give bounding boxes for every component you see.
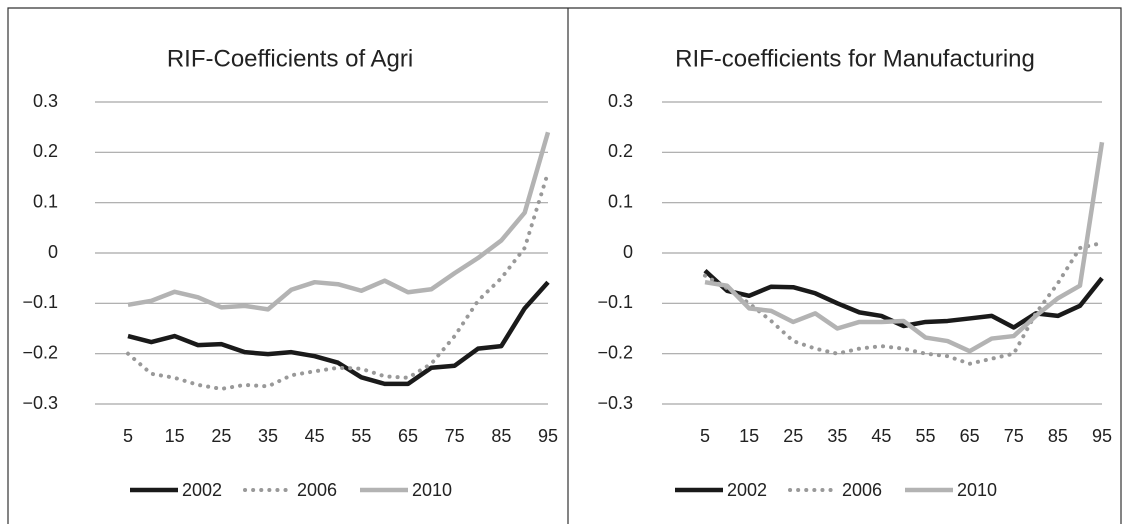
x-tick-label: 55 xyxy=(351,426,371,446)
x-tick-label: 35 xyxy=(258,426,278,446)
chart-title: RIF-Coefficients of Agri xyxy=(167,45,413,72)
legend-label: 2006 xyxy=(842,480,882,500)
legend-label: 2010 xyxy=(412,480,452,500)
x-tick-label: 85 xyxy=(1048,426,1068,446)
x-tick-label: 45 xyxy=(305,426,325,446)
y-tick-label: 0.2 xyxy=(608,141,633,161)
y-tick-label: 0.2 xyxy=(33,141,58,161)
series-line xyxy=(127,280,550,387)
x-tick-label: 15 xyxy=(165,426,185,446)
legend-label: 2010 xyxy=(957,480,997,500)
y-tick-label: 0.3 xyxy=(33,91,58,111)
x-tick-label: 65 xyxy=(960,426,980,446)
x-tick-label: 25 xyxy=(211,426,231,446)
y-tick-label: −0.3 xyxy=(22,393,58,413)
series-line xyxy=(127,131,551,312)
y-tick-label: 0 xyxy=(48,242,58,262)
x-tick-label: 45 xyxy=(871,426,891,446)
y-tick-label: −0.2 xyxy=(22,342,58,362)
x-tick-label: 95 xyxy=(538,426,558,446)
x-tick-label: 15 xyxy=(739,426,759,446)
x-tick-label: 65 xyxy=(398,426,418,446)
y-tick-label: 0 xyxy=(623,242,633,262)
y-tick-label: 0.1 xyxy=(608,191,633,211)
x-tick-label: 25 xyxy=(783,426,803,446)
legend-label: 2002 xyxy=(727,480,767,500)
chart-title: RIF-coefficients for Manufacturing xyxy=(675,45,1035,72)
y-tick-label: 0.1 xyxy=(33,191,58,211)
y-tick-label: 0.3 xyxy=(608,91,633,111)
x-tick-label: 5 xyxy=(123,426,133,446)
y-tick-label: −0.1 xyxy=(22,292,58,312)
series-line xyxy=(704,141,1105,354)
y-tick-label: −0.3 xyxy=(597,393,633,413)
x-tick-label: 35 xyxy=(827,426,847,446)
y-tick-label: −0.2 xyxy=(597,342,633,362)
x-tick-label: 75 xyxy=(1004,426,1024,446)
legend-label: 2002 xyxy=(182,480,222,500)
x-tick-label: 55 xyxy=(916,426,936,446)
x-tick-label: 5 xyxy=(700,426,710,446)
y-tick-label: −0.1 xyxy=(597,292,633,312)
x-tick-label: 75 xyxy=(445,426,465,446)
x-tick-label: 85 xyxy=(491,426,511,446)
legend-label: 2006 xyxy=(297,480,337,500)
x-tick-label: 95 xyxy=(1092,426,1112,446)
frame xyxy=(7,7,1122,524)
